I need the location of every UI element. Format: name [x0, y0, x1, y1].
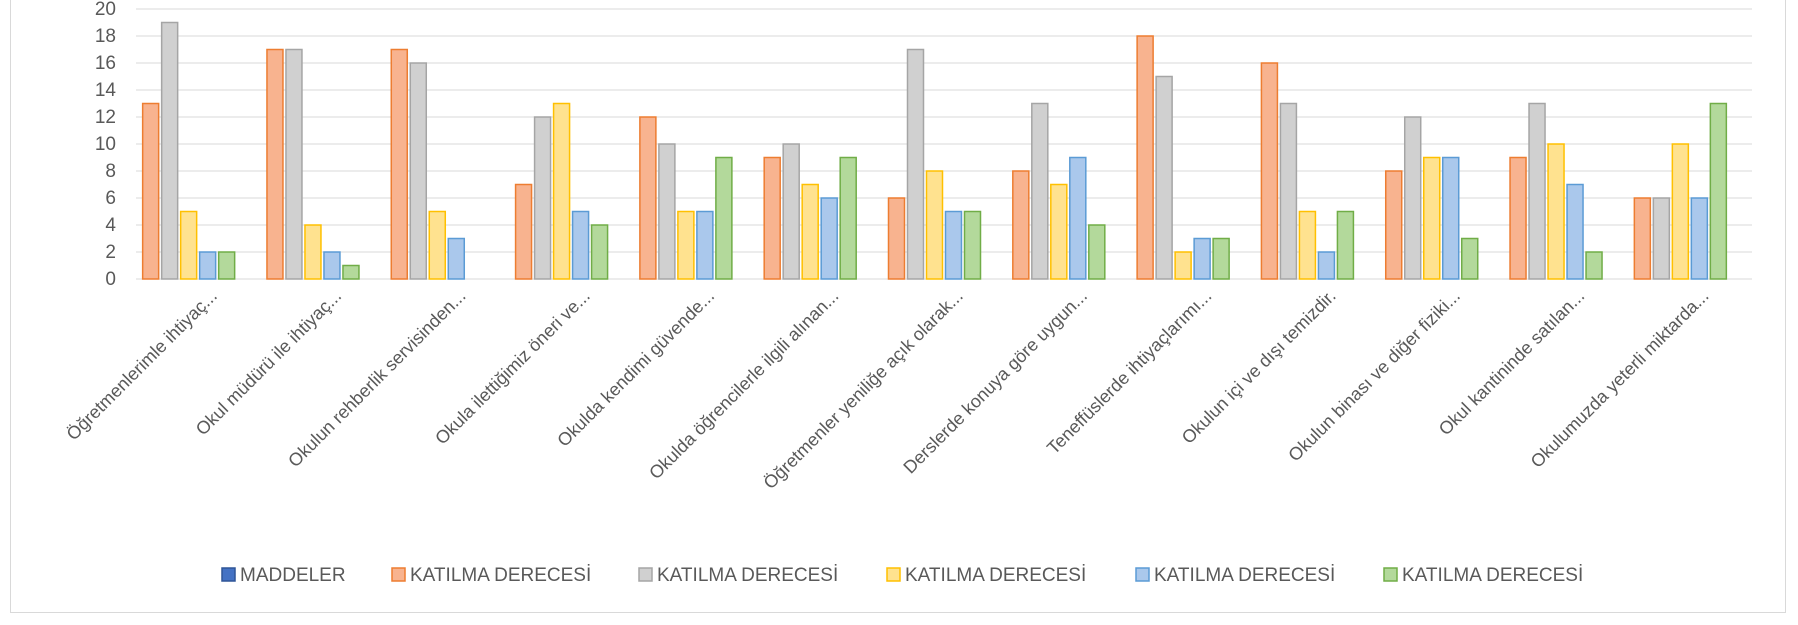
- y-axis: 0 2 4 6 8 10 12 14 16 18 20: [95, 0, 117, 290]
- bar: [963, 210, 982, 280]
- legend-item: KATILMA DERECESİ: [391, 565, 591, 586]
- bar: [715, 156, 733, 280]
- bar: [1528, 102, 1546, 280]
- legend-label: KATILMA DERECESİ: [905, 565, 1086, 586]
- legend-item: KATILMA DERECESİ: [1135, 565, 1335, 586]
- bar: [1012, 170, 1030, 280]
- bar: [1336, 210, 1355, 280]
- legend-label: KATILMA DERECESİ: [657, 565, 838, 586]
- bar: [1298, 210, 1317, 280]
- legend-label: KATILMA DERECESİ: [1402, 565, 1583, 586]
- bar: [782, 143, 800, 280]
- bar: [1652, 197, 1671, 280]
- bar: [1460, 237, 1479, 280]
- legend-swatch: [1383, 567, 1398, 582]
- y-tick-label: 8: [105, 161, 116, 182]
- bar: [571, 210, 590, 280]
- bar: [1050, 183, 1068, 280]
- legend-swatch: [391, 567, 406, 582]
- bar: [763, 156, 781, 280]
- bar: [839, 156, 857, 280]
- bar: [1069, 156, 1087, 280]
- y-tick-label: 4: [105, 215, 116, 236]
- y-tick-label: 0: [105, 269, 116, 290]
- legend-item: KATILMA DERECESİ: [1383, 565, 1583, 586]
- legend-swatch: [638, 567, 653, 582]
- bar: [887, 197, 906, 280]
- bar: [1547, 143, 1565, 280]
- y-tick-label: 20: [95, 0, 116, 20]
- bar: [820, 197, 838, 280]
- bar: [696, 210, 714, 280]
- bar: [285, 48, 303, 280]
- bar: [266, 48, 284, 280]
- bar: [925, 170, 944, 280]
- bar: [160, 21, 179, 280]
- bar: [1193, 237, 1211, 280]
- bar: [198, 251, 217, 280]
- legend-label: KATILMA DERECESİ: [410, 565, 591, 586]
- legend-swatch: [886, 567, 901, 582]
- bar: [1509, 156, 1527, 280]
- y-tick-label: 14: [95, 80, 117, 101]
- bars: [141, 21, 1728, 280]
- y-tick-label: 2: [105, 242, 116, 263]
- bar: [1566, 183, 1584, 280]
- bar: [1633, 197, 1652, 280]
- bar: [428, 210, 447, 280]
- bar: [1031, 102, 1049, 280]
- legend-label: MADDELER: [240, 565, 346, 586]
- bar: [944, 210, 963, 280]
- y-tick-label: 16: [95, 53, 116, 74]
- legend-item: KATILMA DERECESİ: [638, 565, 838, 586]
- bar: [801, 183, 819, 280]
- bar: [1403, 116, 1422, 280]
- bar: [1441, 156, 1460, 280]
- y-tick-label: 10: [95, 134, 116, 155]
- bar: [639, 116, 657, 280]
- bar: [141, 102, 160, 280]
- bar: [514, 183, 533, 280]
- bar: [1317, 251, 1336, 280]
- bar: [304, 224, 322, 280]
- bar: [552, 102, 571, 280]
- bar: [1671, 143, 1690, 280]
- bar: [533, 116, 552, 280]
- bar: [658, 143, 676, 280]
- bar: [1212, 237, 1230, 280]
- bar: [1174, 251, 1192, 280]
- bar: [1260, 62, 1279, 280]
- bar: [1384, 170, 1403, 280]
- legend-label: KATILMA DERECESİ: [1154, 565, 1335, 586]
- bar: [1709, 102, 1728, 280]
- y-tick-label: 12: [95, 107, 116, 128]
- legend-swatch: [221, 567, 236, 582]
- bar: [409, 62, 428, 280]
- bar: [1279, 102, 1298, 280]
- chart-frame: [10, 0, 1786, 613]
- legend-item: KATILMA DERECESİ: [886, 565, 1086, 586]
- bar: [590, 224, 609, 280]
- legend-item: MADDELER: [221, 565, 346, 586]
- y-tick-label: 18: [95, 26, 116, 47]
- bar: [447, 237, 466, 280]
- bar: [1155, 75, 1173, 280]
- bar: [1088, 224, 1106, 280]
- bar: [217, 251, 236, 280]
- bar: [342, 264, 360, 280]
- bar: [179, 210, 198, 280]
- bar: [323, 251, 341, 280]
- bar: [1690, 197, 1709, 280]
- legend-swatch: [1135, 567, 1150, 582]
- bar: [1585, 251, 1603, 280]
- bar: [390, 48, 409, 280]
- bar: [1422, 156, 1441, 280]
- bar: [677, 210, 695, 280]
- bar: [906, 48, 925, 280]
- bar: [1136, 35, 1154, 280]
- y-tick-label: 6: [105, 188, 116, 209]
- legend: MADDELER KATILMA DERECESİ KATILMA DERECESİ…: [221, 565, 1583, 586]
